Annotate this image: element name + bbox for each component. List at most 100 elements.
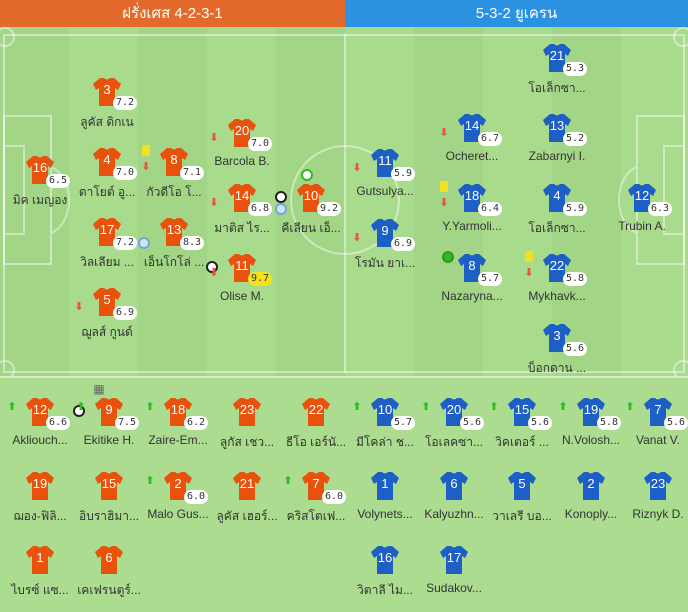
home-sub-player[interactable]: 19 ฌอง-ฟิลิ... xyxy=(0,471,80,531)
player-name[interactable]: เอ็นโกโล่ ... xyxy=(143,255,205,269)
away-player[interactable]: 9 6.9 โรมัน ยาเ... ⬇ xyxy=(345,218,425,278)
away-sub-player[interactable]: 16 วิตาลี ไม... xyxy=(345,545,425,605)
away-player[interactable]: 22 5.8 Mykhavk... ⬇ xyxy=(517,251,597,313)
player-name[interactable]: Zaire-Em... xyxy=(148,433,208,447)
player-name[interactable]: Gutsulya... xyxy=(356,184,414,198)
home-sub-player[interactable]: 9 7.5 Ekitike H. ⬆ ▦ xyxy=(69,383,149,457)
away-player[interactable]: 3 5.6 บ็อกดาน ... xyxy=(517,323,597,383)
player-name[interactable]: Mykhavk... xyxy=(528,289,586,303)
away-player[interactable]: 4 5.9 โอเล็กซา... xyxy=(517,183,597,243)
player-rating-badge: 6.9 xyxy=(113,306,138,320)
home-player[interactable]: 11 9.7 Olise M. ⬇ xyxy=(202,253,282,313)
away-sub-player[interactable]: 2 Konoply... xyxy=(551,471,631,531)
player-name[interactable]: วิลเลียม ... xyxy=(80,255,134,269)
home-player[interactable]: 4 7.0 ดาโยต์ อู... xyxy=(67,147,147,207)
player-name[interactable]: Sudakov... xyxy=(426,581,482,595)
home-sub-player[interactable]: 6 เคเฟรนตูร์... xyxy=(69,545,149,605)
player-name[interactable]: คริสโตเฟ... xyxy=(286,509,346,523)
home-sub-player[interactable]: 7 6.0 คริสโตเฟ... ⬆ xyxy=(276,471,356,531)
away-sub-player[interactable]: 15 5.6 วิคเตอร์ ... ⬆ xyxy=(482,397,562,457)
player-name[interactable]: Ekitike H. xyxy=(83,433,135,447)
player-name[interactable]: Ocheret... xyxy=(445,149,499,163)
home-sub-player[interactable]: 23 ลูกัส เชว... xyxy=(207,397,287,457)
lineup-header: ฝรั่งเศส 4-2-3-1 5-3-2 ยูเครน xyxy=(0,0,688,27)
away-player[interactable]: 18 6.4 Y.Yarmoli... ⬇ xyxy=(432,181,512,243)
player-name[interactable]: Kalyuzhn... xyxy=(424,507,484,521)
player-name[interactable]: บ็อกดาน ... xyxy=(527,361,587,375)
player-name[interactable]: มิค เมญอง xyxy=(12,193,68,207)
home-player[interactable]: 14 6.8 มาติส ไร... ⬇ xyxy=(202,183,282,243)
player-name[interactable]: Riznyk D. xyxy=(632,507,684,521)
player-name[interactable]: กัวดีโอ โ... xyxy=(146,185,202,199)
corner-arc xyxy=(673,360,688,376)
player-name[interactable]: ดาโยต์ อู... xyxy=(78,185,136,199)
player-name[interactable]: Barcola B. xyxy=(214,154,270,168)
player-name[interactable]: วาเลรี บอ... xyxy=(492,509,552,523)
player-name[interactable]: มีโคล่า ช... xyxy=(356,435,414,449)
player-name[interactable]: โอเล็กซา... xyxy=(528,221,586,235)
away-sub-player[interactable]: 6 Kalyuzhn... xyxy=(414,471,494,531)
player-name[interactable]: N.Volosh... xyxy=(561,433,621,447)
shirt-number: 6 xyxy=(450,476,458,491)
player-name[interactable]: โอเล็กซา... xyxy=(528,81,586,95)
shirt-number: 20 xyxy=(234,123,250,138)
home-player[interactable]: 20 7.0 Barcola B. ⬇ xyxy=(202,118,282,178)
player-name[interactable]: Malo Gus... xyxy=(147,507,209,521)
home-player[interactable]: 17 7.2 วิลเลียม ... xyxy=(67,217,147,277)
player-name[interactable]: ฌอง-ฟิลิ... xyxy=(13,509,67,523)
home-player[interactable]: 10 9.2 คีเลียน เอ็... xyxy=(271,169,351,243)
player-name[interactable]: ลูกัส เชว... xyxy=(219,435,275,449)
home-team-formation[interactable]: ฝรั่งเศส 4-2-3-1 xyxy=(0,0,345,27)
player-name[interactable]: Volynets... xyxy=(357,507,413,521)
player-name[interactable]: Konoply... xyxy=(564,507,618,521)
away-sub-player[interactable]: 23 Riznyk D. xyxy=(618,471,688,531)
away-player[interactable]: 14 6.7 Ocheret... ⬇ xyxy=(432,113,512,173)
home-sub-player[interactable]: 22 ธีโอ เอร์นั... xyxy=(276,397,356,457)
player-name[interactable]: Nazaryna... xyxy=(441,289,503,303)
player-name[interactable]: วิคเตอร์ ... xyxy=(495,435,549,449)
player-name[interactable]: ลูคัส ดิกเน xyxy=(80,115,134,129)
shirt-number: 12 xyxy=(634,188,650,203)
home-player[interactable]: 16 6.5 มิค เมญอง xyxy=(0,155,80,215)
away-sub-player[interactable]: 17 Sudakov... xyxy=(414,545,494,605)
away-sub-player[interactable]: 7 5.6 Vanat V. ⬆ xyxy=(618,397,688,457)
away-player[interactable]: 8 5.7 Nazaryna... xyxy=(432,251,512,313)
player-name[interactable]: วิตาลี ไม... xyxy=(357,583,413,597)
player-name[interactable]: ฌูลส์ กูนด์ xyxy=(81,325,133,339)
home-player[interactable]: 8 7.1 กัวดีโอ โ... ⬇ xyxy=(134,145,214,207)
home-sub-player[interactable]: 12 6.6 Akliouch... ⬆ xyxy=(0,397,80,457)
home-sub-player[interactable]: 21 ลูคัส เฮอร์... xyxy=(207,471,287,531)
away-player[interactable]: 21 5.3 โอเล็กซา... xyxy=(517,43,597,103)
away-sub-player[interactable]: 20 5.6 โอเลคซา... ⬆ xyxy=(414,397,494,457)
player-name[interactable]: ธีโอ เอร์นั... xyxy=(285,435,347,449)
player-name[interactable]: Trubin A. xyxy=(618,219,666,233)
home-sub-player[interactable]: 18 6.2 Zaire-Em... ⬆ xyxy=(138,397,218,457)
player-name[interactable]: ลูคัส เฮอร์... xyxy=(216,509,278,523)
player-name[interactable]: เคเฟรนตูร์... xyxy=(77,583,141,597)
player-name[interactable]: Akliouch... xyxy=(12,433,68,447)
away-sub-player[interactable]: 5 วาเลรี บอ... xyxy=(482,471,562,531)
player-name[interactable]: Vanat V. xyxy=(635,433,681,447)
away-sub-player[interactable]: 10 5.7 มีโคล่า ช... ⬆ xyxy=(345,397,425,457)
home-player[interactable]: 13 8.3 เอ็นโกโล่ ... xyxy=(134,217,214,277)
home-sub-player[interactable]: 2 6.0 Malo Gus... ⬆ xyxy=(138,471,218,531)
home-sub-player[interactable]: 1 ไบรซ์ แซ... xyxy=(0,545,80,605)
player-name[interactable]: มาติส ไร... xyxy=(214,221,270,235)
player-name[interactable]: Zabarnyi I. xyxy=(528,149,586,163)
player-name[interactable]: โอเลคซา... xyxy=(424,435,484,449)
away-sub-player[interactable]: 19 5.8 N.Volosh... ⬆ xyxy=(551,397,631,457)
home-player[interactable]: 5 6.9 ฌูลส์ กูนด์ ⬇ xyxy=(67,287,147,347)
home-player[interactable]: 3 7.2 ลูคัส ดิกเน xyxy=(67,77,147,137)
player-name[interactable]: โรมัน ยาเ... xyxy=(354,256,416,270)
player-name[interactable]: อิบราฮิมา... xyxy=(79,509,139,523)
away-player[interactable]: 13 5.2 Zabarnyi I. xyxy=(517,113,597,173)
player-name[interactable]: คีเลียน เอ็... xyxy=(281,221,341,235)
away-team-formation[interactable]: 5-3-2 ยูเครน xyxy=(345,0,688,27)
away-player[interactable]: 12 6.3 Trubin A. xyxy=(602,183,682,243)
player-name[interactable]: Olise M. xyxy=(219,289,264,303)
away-player[interactable]: 11 5.9 Gutsulya... ⬇ xyxy=(345,148,425,208)
player-name[interactable]: ไบรซ์ แซ... xyxy=(11,583,69,597)
away-sub-player[interactable]: 1 Volynets... xyxy=(345,471,425,531)
home-sub-player[interactable]: 15 อิบราฮิมา... xyxy=(69,471,149,531)
player-name[interactable]: Y.Yarmoli... xyxy=(442,219,502,233)
